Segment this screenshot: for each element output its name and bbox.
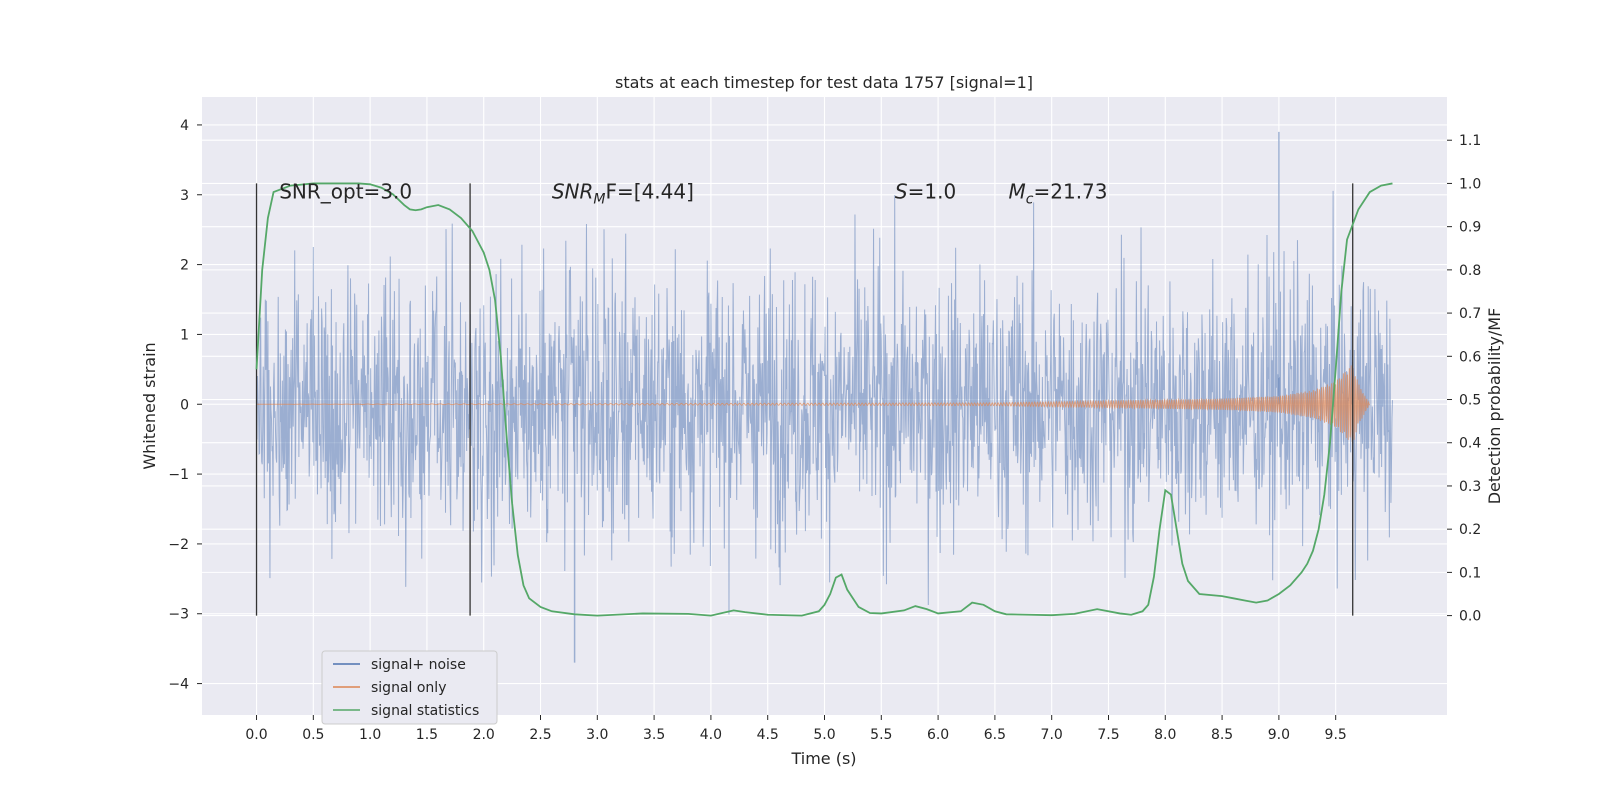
x-tick-label: 2.5 [529,727,551,743]
x-tick-label: 3.5 [643,727,665,743]
x-tick-label: 9.0 [1268,727,1290,743]
y2-tick-label: 0.4 [1459,436,1481,452]
annotation-rest: F=[4.44] [606,179,694,203]
x-tick-label: 7.5 [1097,727,1119,743]
annotation-2: S=1.0 [895,179,956,203]
x-tick-label: 8.5 [1211,727,1233,743]
y2-axis-label: Detection probability/MF [1485,308,1504,505]
x-tick-label: 1.5 [416,727,438,743]
y-tick-label: 2 [180,258,189,274]
y2-tick-label: 0.7 [1459,306,1481,322]
y2-axis-ticks: 1.1 1.0 0.9 0.8 0.7 0.6 0.5 0.4 0.3 0.2 0.1 0.0 [1447,133,1481,625]
x-tick-label: 0.0 [245,727,267,743]
legend-label-signal-noise: signal+ noise [371,657,466,673]
legend-label-signal-statistics: signal statistics [371,703,479,719]
x-tick-label: 1.0 [359,727,381,743]
plot-area [255,131,1393,663]
x-tick-label: 5.0 [813,727,835,743]
y2-tick-label: 0.6 [1459,349,1481,365]
annotation-main: S [895,179,908,203]
annotation-1: SNRMF=[4.44] [552,179,694,207]
annotation-subscript: c [1026,191,1034,207]
x-tick-label: 9.5 [1325,727,1347,743]
y2-tick-label: 0.9 [1459,220,1481,236]
chart-title: stats at each timestep for test data 175… [615,73,1033,92]
y-axis-label: Whitened strain [140,342,159,469]
y2-tick-label: 1.1 [1459,133,1481,149]
x-tick-label: 4.0 [700,727,722,743]
y-tick-label: 4 [180,118,189,134]
x-tick-label: 7.0 [1041,727,1063,743]
y2-tick-label: 1.0 [1459,176,1481,192]
annotation-0: SNR_opt=3.0 [279,179,412,203]
x-tick-label: 0.5 [302,727,324,743]
y2-tick-label: 0.8 [1459,263,1481,279]
y-tick-label: −2 [168,537,189,553]
y2-tick-label: 0.2 [1459,522,1481,538]
x-axis-ticks: 0.0 0.5 1.0 1.5 2.0 2.5 3.0 3.5 4.0 4.5 5.0 5.5 6.0 6… [245,715,1347,743]
annotation-main: M [1009,179,1026,203]
y-tick-label: 1 [180,327,189,343]
y-tick-label: −1 [168,467,189,483]
annotation-subscript: M [593,191,605,207]
x-tick-label: 6.0 [927,727,949,743]
x-tick-label: 4.5 [757,727,779,743]
x-tick-label: 3.0 [586,727,608,743]
x-tick-label: 2.0 [473,727,495,743]
x-tick-label: 5.5 [870,727,892,743]
y2-tick-label: 0.3 [1459,479,1481,495]
series-signal-noise [256,190,1393,615]
annotation-3: Mc=21.73 [1009,179,1108,207]
legend-box [321,650,498,725]
y-tick-label: −4 [168,677,189,693]
y-tick-label: −3 [168,607,189,623]
y-tick-label: 3 [180,188,189,204]
y2-tick-label: 0.5 [1459,393,1481,409]
series-signal-only [256,365,1371,442]
x-axis-label: Time (s) [790,749,856,768]
annotation-rest: =21.73 [1033,179,1107,203]
x-tick-label: 8.0 [1154,727,1176,743]
annotation-rest: =1.0 [908,179,957,203]
x-tick-label: 6.5 [984,727,1006,743]
annotation-main: SNR [552,179,594,203]
legend-label-signal-only: signal only [371,680,446,696]
y2-tick-label: 0.1 [1459,565,1481,581]
y2-tick-label: 0.0 [1459,609,1481,625]
series-signal-statistics [255,182,1393,617]
annotations: SNR_opt=3.0 SNRMF=[4.44] S=1.0 Mc=21.73 [279,179,1107,207]
y-axis-ticks: 4 3 2 1 0 −1 −2 −3 −4 [168,118,202,693]
y-tick-label: 0 [180,397,189,413]
legend: signal+ noise signal only signal statist… [321,650,498,725]
